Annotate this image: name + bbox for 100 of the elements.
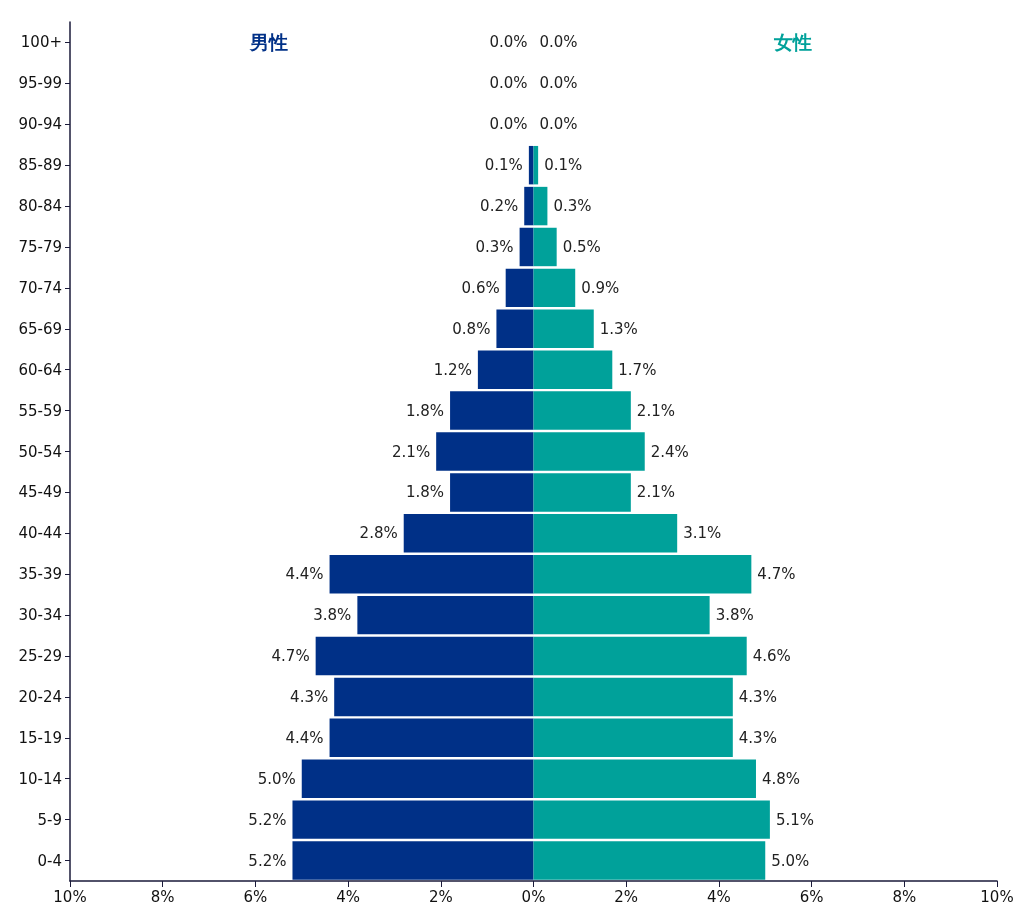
data-label: 4.3%: [290, 687, 329, 706]
bar: [533, 432, 645, 471]
bar: [436, 432, 534, 471]
bar: [533, 595, 710, 635]
bar: [519, 227, 534, 267]
data-label: 0.0%: [489, 74, 528, 93]
text: 男性: [249, 31, 289, 54]
data-label: 0.0%: [489, 115, 528, 134]
bar: [533, 350, 613, 389]
bar: [533, 800, 770, 839]
data-label: 0.2%: [480, 197, 519, 216]
data-label: 0.9%: [581, 278, 620, 297]
data-label: 0.3%: [553, 197, 592, 216]
bar: [533, 309, 594, 349]
y-tick-label: 45-49: [18, 483, 62, 502]
bar: [357, 595, 534, 635]
data-label: 5.2%: [248, 851, 287, 870]
y-tick-label: 75-79: [18, 237, 62, 256]
data-label: 1.8%: [405, 401, 445, 420]
x-tick-label: 6%: [799, 887, 824, 906]
y-tick-label: 5-9: [37, 810, 62, 829]
data-label: 3.1%: [683, 524, 722, 543]
data-label: 0.0%: [539, 115, 578, 134]
bar: [533, 841, 766, 880]
bar: [329, 554, 534, 594]
y-tick-label: 90-94: [18, 115, 62, 134]
y-tick-label: 30-34: [18, 606, 62, 625]
data-label: 3.8%: [715, 606, 754, 625]
y-tick-label: 40-44: [18, 524, 62, 543]
x-tick-label: 8%: [150, 887, 175, 906]
bar: [505, 268, 534, 308]
bar: [533, 677, 733, 717]
data-label: 0.8%: [452, 319, 491, 338]
data-label: 0.0%: [539, 74, 578, 93]
data-label: 4.7%: [757, 565, 796, 584]
data-label: 3.8%: [313, 606, 352, 625]
bar: [301, 759, 534, 798]
x-tick-label: 10%: [980, 887, 1014, 906]
x-tick-label: 10%: [53, 887, 87, 906]
bar: [496, 309, 534, 349]
x-tick-label: 2%: [614, 887, 639, 906]
data-label: 0.1%: [544, 156, 583, 175]
bar: [533, 636, 747, 676]
y-tick-label: 100+: [20, 33, 62, 52]
bar: [403, 514, 534, 553]
bar: [533, 473, 631, 512]
y-tick-label: 85-89: [18, 156, 62, 175]
data-label: 0.3%: [475, 237, 514, 256]
data-label: 5.2%: [248, 810, 287, 829]
y-tick-label: 25-29: [18, 647, 62, 666]
data-label: 1.7%: [618, 360, 657, 379]
data-label: 4.4%: [285, 565, 324, 584]
data-label: 1.3%: [599, 319, 638, 338]
data-label: 2.4%: [650, 442, 689, 461]
x-tick-label: 6%: [243, 887, 268, 906]
data-label: 4.8%: [761, 769, 801, 788]
data-label: 1.8%: [405, 483, 445, 502]
data-label: 4.4%: [285, 728, 324, 747]
data-label: 2.1%: [636, 401, 675, 420]
y-tick-label: 70-74: [18, 278, 62, 297]
x-tick-label: 4%: [336, 887, 360, 906]
bar: [528, 145, 534, 185]
y-tick-label: 65-69: [18, 319, 62, 338]
data-label: 0.0%: [539, 33, 578, 52]
bar: [477, 350, 534, 389]
y-tick-label: 60-64: [18, 360, 62, 379]
data-label: 1.2%: [433, 360, 472, 379]
x-tick-label: 0%: [521, 887, 546, 906]
data-label: 0.6%: [461, 278, 500, 297]
bar: [533, 227, 557, 267]
text: 女性: [773, 31, 813, 54]
bar: [450, 391, 534, 430]
y-tick-label: 10-14: [18, 769, 62, 788]
data-label: 5.0%: [771, 851, 810, 870]
y-tick-label: 55-59: [18, 401, 62, 420]
bar: [329, 718, 534, 758]
bar: [450, 473, 534, 512]
y-tick-label: 95-99: [18, 74, 62, 93]
data-label: 4.3%: [738, 728, 777, 747]
data-label: 4.7%: [271, 647, 310, 666]
bar: [334, 677, 534, 717]
x-tick-label: 2%: [428, 887, 453, 906]
data-label: 0.0%: [489, 33, 528, 52]
y-tick-label: 80-84: [18, 197, 62, 216]
data-label: 5.0%: [257, 769, 296, 788]
bar: [524, 186, 534, 226]
bar: [533, 186, 548, 226]
bar: [292, 841, 534, 880]
bar: [533, 759, 756, 798]
y-tick-label: 50-54: [18, 442, 62, 461]
data-label: 4.6%: [752, 647, 791, 666]
bar: [533, 514, 678, 553]
y-tick-label: 15-19: [18, 728, 62, 747]
x-tick-label: 8%: [892, 887, 917, 906]
data-label: 4.3%: [738, 687, 777, 706]
bar: [533, 554, 752, 594]
data-label: 0.5%: [562, 237, 601, 256]
x-tick-label: 4%: [707, 887, 731, 906]
data-label: 2.1%: [636, 483, 675, 502]
bar: [533, 391, 631, 430]
